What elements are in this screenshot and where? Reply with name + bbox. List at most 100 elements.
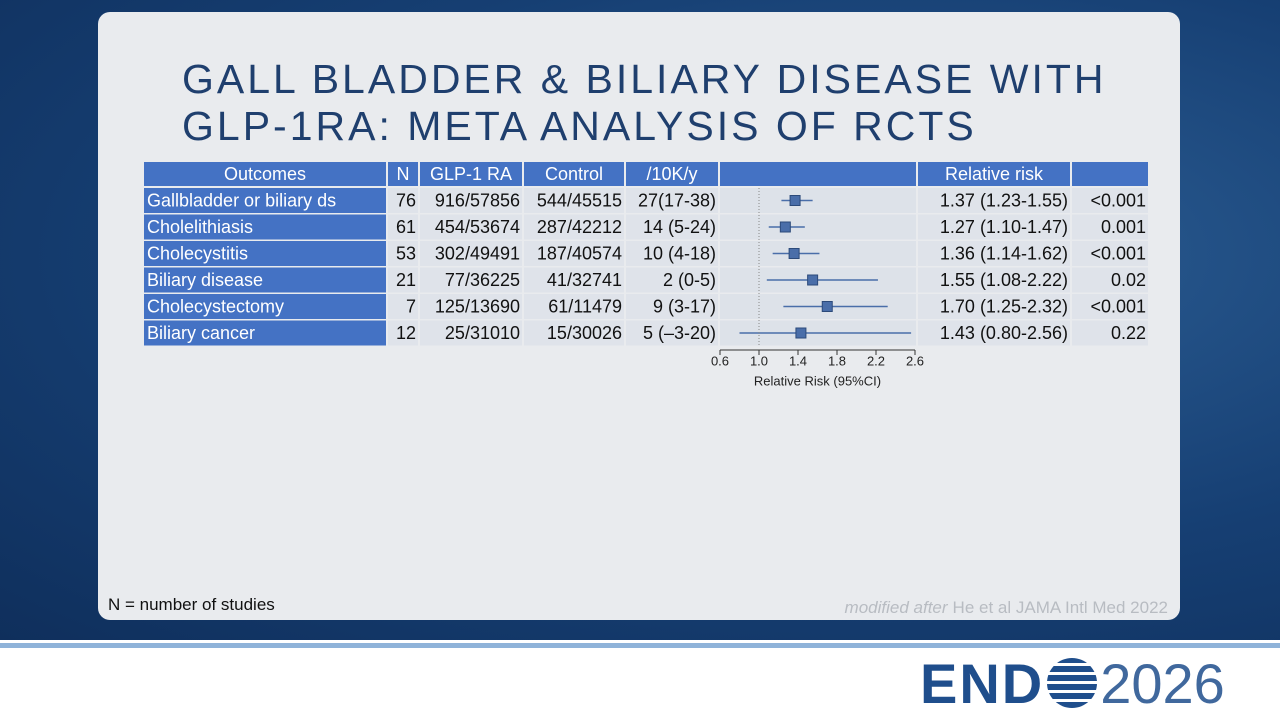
cell-text: 12	[396, 323, 416, 343]
cell	[388, 241, 418, 266]
logo-right: 2026	[1100, 651, 1225, 715]
cell-text: 0.02	[1111, 270, 1146, 290]
cell-text: 27(17-38)	[638, 190, 716, 210]
cell-text: 302/49491	[435, 243, 520, 263]
cell-text: 1.27 (1.10-1.47)	[940, 217, 1068, 237]
cell-text: 61	[396, 217, 416, 237]
cell	[626, 214, 718, 240]
cell	[918, 241, 1070, 266]
stripe	[0, 643, 1280, 648]
header-cell	[144, 162, 386, 186]
citation-text: He et al JAMA Intl Med 2022	[952, 598, 1168, 617]
cell	[1072, 241, 1148, 266]
cell-text: 125/13690	[435, 296, 520, 316]
cell	[144, 241, 386, 266]
header-cell	[420, 162, 522, 186]
cell-text: 61/11479	[548, 296, 622, 316]
cell-text: <0.001	[1090, 190, 1146, 210]
footnote: N = number of studies	[108, 595, 275, 614]
title-line: GLP-1RA: META ANALYSIS OF RCTS	[182, 103, 977, 149]
cell	[626, 320, 718, 346]
header-cell	[918, 162, 1070, 186]
cell	[918, 267, 1070, 293]
cell	[524, 241, 624, 266]
header-cell	[626, 162, 718, 186]
cell	[388, 214, 418, 240]
table-forest: Outcomes N GLP-1 RA Control/10K/y Relative r…	[144, 162, 1148, 388]
point-estimate	[821, 301, 833, 312]
cell	[1072, 188, 1148, 213]
point-estimate	[789, 195, 801, 206]
cell	[626, 294, 718, 319]
cell-text: 77/36225	[445, 270, 520, 290]
cell	[420, 188, 522, 213]
cell	[918, 214, 1070, 240]
cell-text: 1.36 (1.14-1.62)	[940, 243, 1068, 263]
cell-text: 9 (3-17)	[653, 296, 716, 316]
cell	[1072, 294, 1148, 319]
cell-text: 25/31010	[445, 323, 520, 343]
x-tick-label: 0.6	[711, 353, 729, 368]
x-tick-label: 2.2	[867, 353, 885, 368]
point-estimate	[807, 274, 819, 286]
row-label: Gallbladder or biliary ds	[147, 190, 336, 210]
cell	[918, 294, 1070, 319]
cell-text: 76	[396, 190, 416, 210]
header-cell	[1072, 162, 1148, 186]
cell	[420, 241, 522, 266]
cell-text: 916/57856	[435, 190, 520, 210]
cell	[144, 294, 386, 319]
column-header: GLP-1 RA	[430, 164, 512, 184]
cell	[420, 294, 522, 319]
cell	[524, 320, 624, 346]
cell-text: 53	[396, 243, 416, 263]
row-label: Cholecystitis	[147, 243, 248, 263]
cell	[388, 188, 418, 213]
cell	[420, 214, 522, 240]
logo-left: END	[920, 651, 1045, 715]
cell-text: 5 (–3-20)	[643, 323, 716, 343]
citation: modified after He et al JAMA Intl Med 202…	[845, 598, 1168, 618]
header-cell	[720, 162, 916, 186]
row-label: Cholelithiasis	[147, 217, 253, 237]
cell	[388, 294, 418, 319]
row-label: Biliary disease	[147, 270, 263, 290]
cell-text: 21	[396, 270, 416, 290]
x-tick-label: 2.6	[906, 353, 924, 368]
row-label: Biliary cancer	[147, 323, 255, 343]
cell-text: <0.001	[1090, 243, 1146, 263]
cell-text: 10 (4-18)	[643, 243, 716, 263]
cell	[524, 188, 624, 213]
cell	[626, 188, 718, 213]
cell	[144, 320, 386, 346]
point-estimate	[795, 327, 807, 339]
cell-text: 14 (5-24)	[643, 217, 716, 237]
cell-text: 7	[406, 296, 416, 316]
cell-text: 0.22	[1111, 323, 1146, 343]
cell-text: <0.001	[1090, 296, 1146, 316]
x-axis-label: Relative Risk (95%CI)	[754, 373, 881, 388]
cell-text: 1.37 (1.23-1.55)	[940, 190, 1068, 210]
cell-text: 1.55 (1.08-2.22)	[940, 270, 1068, 290]
column-header: Control	[545, 164, 603, 184]
column-header: N	[397, 164, 410, 184]
header-cell	[388, 162, 418, 186]
cell-text: 15/30026	[547, 323, 622, 343]
cell	[720, 188, 916, 213]
column-header: Outcomes	[224, 164, 306, 184]
slide-title: GALL BLADDER & BILIARY DISEASE WITH GLP-1…	[182, 56, 1107, 150]
cell-text: 544/45515	[537, 190, 622, 210]
cell	[918, 320, 1070, 346]
cell	[388, 320, 418, 346]
point-estimate	[779, 221, 791, 233]
cell	[1072, 267, 1148, 293]
cell-text: 0.001	[1101, 217, 1146, 237]
cell	[524, 214, 624, 240]
cell-text: 2 (0-5)	[663, 270, 716, 290]
cell-text: 187/40574	[537, 243, 622, 263]
cell	[626, 241, 718, 266]
column-header: Relative risk	[945, 164, 1044, 184]
cell	[420, 320, 522, 346]
column-header: /10K/y	[646, 164, 697, 184]
